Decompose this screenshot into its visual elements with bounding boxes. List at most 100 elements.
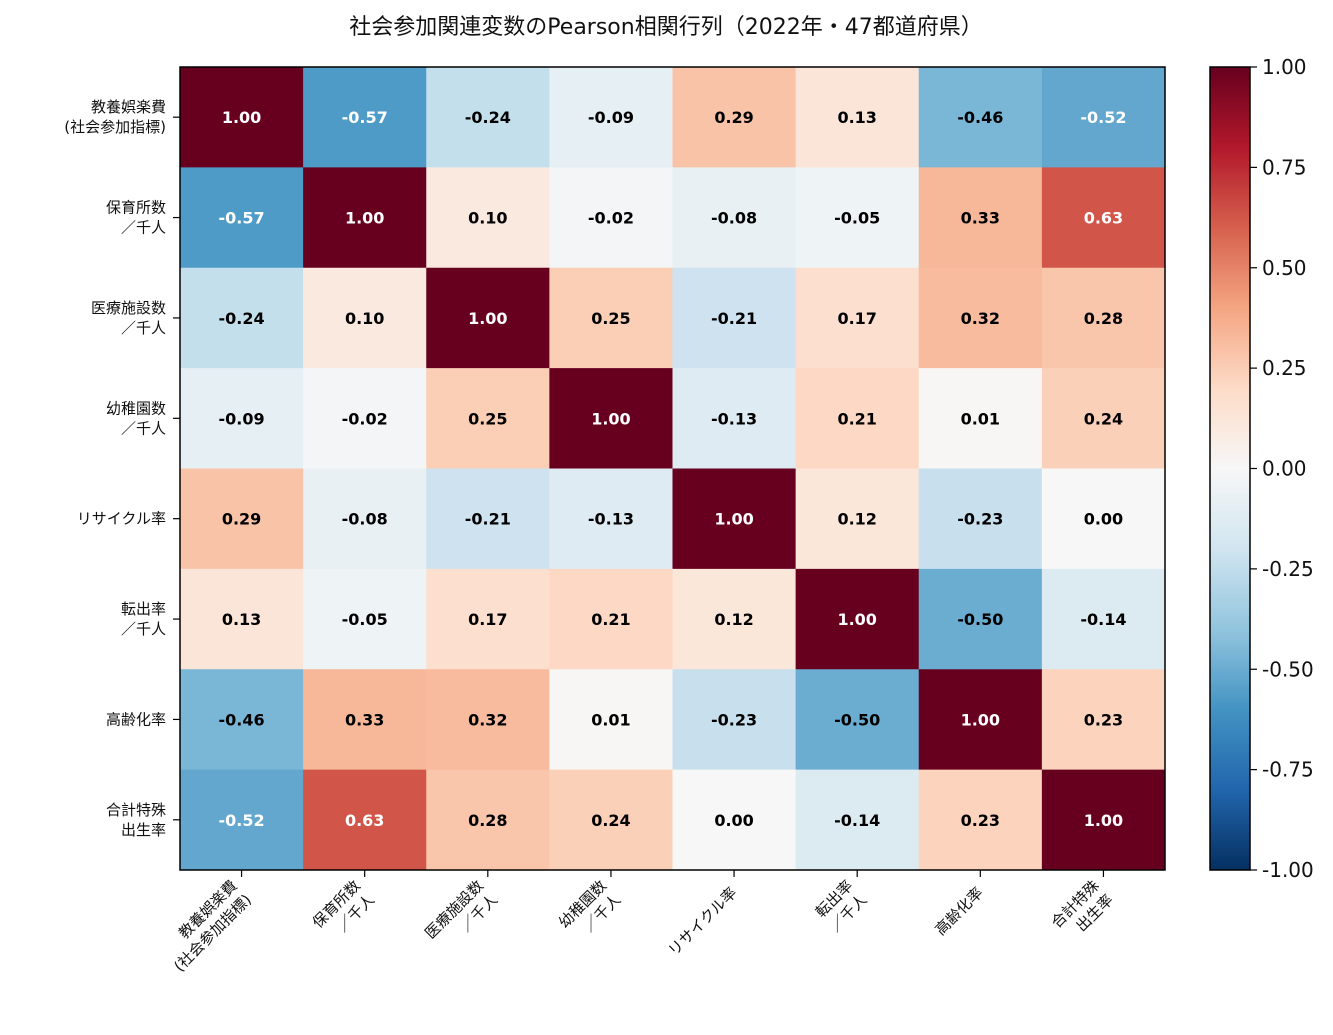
cell-value-label: -0.46 (219, 710, 265, 729)
heatmap-cell (549, 669, 673, 771)
cell-value-label: 0.13 (837, 108, 876, 127)
heatmap-cell (795, 67, 920, 168)
column-tick-label-group: 幼稚園数／千人 (555, 877, 624, 936)
cell-value-label: -0.21 (465, 510, 511, 529)
cell-value-label: -0.52 (1080, 108, 1126, 127)
cell-value-label: 0.63 (345, 811, 384, 830)
heatmap-cells: 1.00 -0.57 -0.24 -0.09 0.29 0.13 -0.46 -0.52 -0.… (180, 67, 1166, 871)
plot-frame (179, 66, 1166, 871)
cell-value-label: 0.17 (837, 309, 876, 328)
heatmap-cell (303, 167, 427, 269)
cell-value-label: -0.50 (834, 710, 880, 729)
heatmap-cell (1041, 669, 1166, 771)
cell-value-label: 0.29 (222, 510, 261, 529)
cell-value-label: 0.21 (591, 610, 630, 629)
cell-value-label: 0.10 (468, 209, 507, 228)
heatmap-cell (672, 67, 797, 168)
heatmap-cell (549, 368, 673, 469)
cell-value-label: 0.12 (714, 610, 753, 629)
heatmap-cell (918, 267, 1043, 369)
cell-value-label: 0.23 (1084, 710, 1123, 729)
colorbar-tick-label: 0.00 (1262, 457, 1307, 481)
heatmap-cell (672, 267, 797, 369)
cell-value-label: 0.00 (714, 811, 753, 830)
colorbar-tick-label: -0.50 (1262, 657, 1314, 681)
column-tick-label-group: 医療施設数／千人 (421, 877, 501, 943)
heatmap-cell (303, 669, 427, 771)
heatmap-cell (180, 769, 304, 871)
cell-value-label: -0.08 (711, 209, 757, 228)
heatmap-cell (549, 67, 673, 168)
heatmap-cell (549, 568, 673, 670)
heatmap-cell (918, 368, 1043, 469)
cell-value-label: 1.00 (837, 610, 876, 629)
cell-value-label: -0.05 (834, 209, 880, 228)
chart-title: 社会参加関連変数のPearson相関行列（2022年・47都道府県） (349, 15, 982, 40)
heatmap-cell (918, 468, 1043, 570)
colorbar-tick-label: 0.25 (1262, 356, 1307, 380)
heatmap-cell (795, 769, 920, 871)
colorbar-tick-label: -0.75 (1262, 758, 1314, 782)
heatmap-cell (1041, 167, 1166, 269)
heatmap-cell (180, 669, 304, 771)
heatmap-cell (180, 368, 304, 469)
heatmap-cell (549, 468, 673, 570)
heatmap-cell (549, 769, 673, 871)
cell-value-label: 1.00 (345, 209, 384, 228)
row-tick-label: リサイクル率 (77, 510, 166, 528)
cell-value-label: 0.25 (591, 309, 630, 328)
cell-value-label: -0.21 (711, 309, 757, 328)
heatmap-cell (303, 769, 427, 871)
cell-value-label: 0.25 (468, 409, 507, 428)
heatmap-cell (795, 368, 920, 469)
heatmap-cell (180, 568, 304, 670)
heatmap-cell (426, 769, 550, 871)
cell-value-label: 1.00 (591, 409, 630, 428)
cell-value-label: 0.10 (345, 309, 384, 328)
cell-value-label: 1.00 (714, 510, 753, 529)
cell-value-label: 0.32 (468, 710, 507, 729)
heatmap-cell (426, 568, 550, 670)
heatmap-cell (1041, 468, 1166, 570)
column-tick-label-group: 教養娯楽費(社会参加指標) (170, 877, 255, 976)
cell-value-label: 0.23 (961, 811, 1000, 830)
cell-value-label: -0.14 (1080, 610, 1126, 629)
heatmap-cell (426, 267, 550, 369)
column-tick-labels: 教養娯楽費(社会参加指標) 保育所数／千人 医療施設数／千人 幼稚園数／千人 リサイクル… (170, 870, 1117, 976)
heatmap-cell (918, 669, 1043, 771)
cell-value-label: -0.09 (588, 108, 634, 127)
heatmap-cell (672, 568, 797, 670)
cell-value-label: -0.50 (957, 610, 1003, 629)
cell-value-label: 0.32 (961, 309, 1000, 328)
row-tick-label: ／千人 (121, 419, 166, 437)
cell-value-label: 1.00 (468, 309, 507, 328)
heatmap-cell (549, 167, 673, 269)
cell-value-label: 1.00 (222, 108, 261, 127)
row-tick-label: 医療施設数 (91, 299, 166, 317)
colorbar-tick-label: -0.25 (1262, 557, 1314, 581)
column-tick-label-group: 高齢化率 (932, 884, 987, 939)
heatmap-cell (180, 67, 304, 168)
heatmap-cell (303, 67, 427, 168)
heatmap-cell (1041, 568, 1166, 670)
row-tick-label: 保育所数 (106, 199, 166, 217)
column-tick-label-group: 転出率／千人 (812, 877, 871, 936)
cell-value-label: 1.00 (961, 710, 1000, 729)
heatmap-cell (795, 468, 920, 570)
cell-value-label: -0.08 (342, 510, 388, 529)
row-tick-label: 教養娯楽費 (91, 98, 166, 116)
colorbar (1209, 66, 1251, 871)
heatmap-cell (1041, 267, 1166, 369)
row-tick-label: 転出率 (121, 600, 166, 618)
cell-value-label: 0.17 (468, 610, 507, 629)
heatmap-cell (303, 267, 427, 369)
heatmap-cell (918, 167, 1043, 269)
heatmap-cell (795, 167, 920, 269)
cell-value-label: -0.02 (588, 209, 634, 228)
cell-value-label: 0.29 (714, 108, 753, 127)
column-tick-label-group: リサイクル率 (665, 884, 741, 960)
heatmap-cell (180, 468, 304, 570)
heatmap-cell (549, 267, 673, 369)
heatmap-cell (672, 769, 797, 871)
